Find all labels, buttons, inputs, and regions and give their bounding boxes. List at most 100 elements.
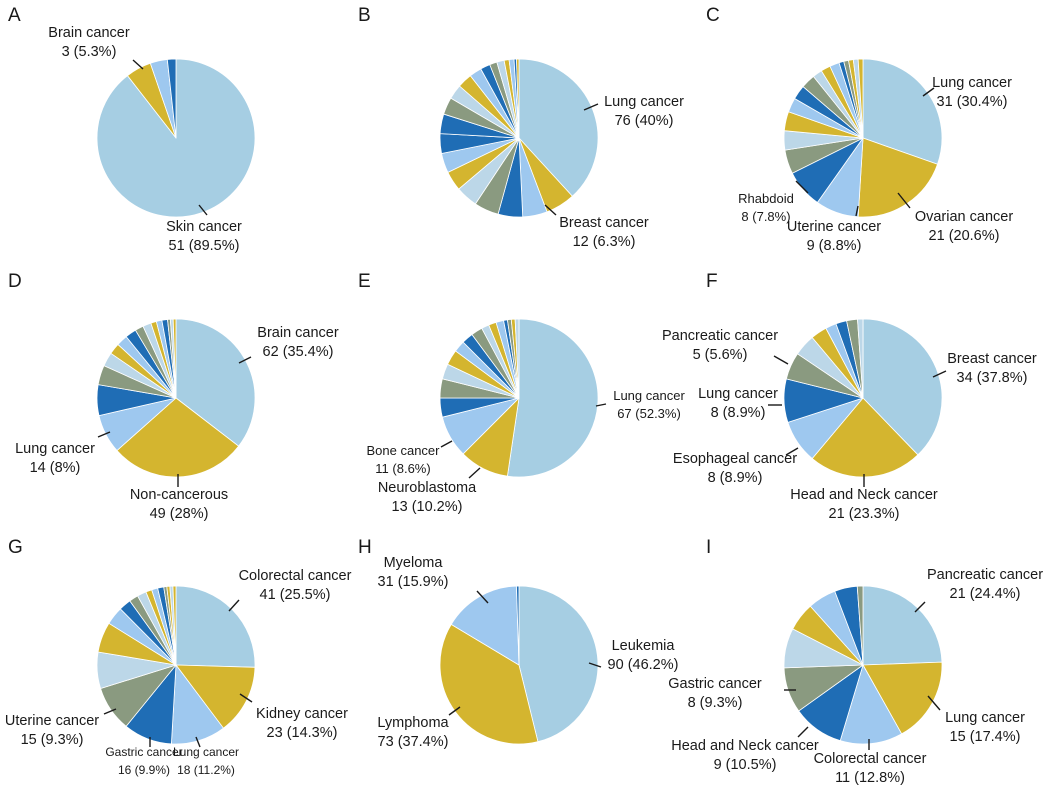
pie-slice-f-breast-cancer (862, 318, 943, 456)
label-g-colorectal-value: 41 (25.5%) (260, 587, 331, 603)
label-f-lung-name: Lung cancer (698, 386, 778, 402)
leader-i-pancreatic (914, 601, 926, 613)
label-e-lung-name: Lung cancer (613, 388, 685, 403)
label-d-noncancerous-value: 49 (28%) (150, 506, 209, 522)
label-d-lung-value: 14 (8%) (30, 460, 81, 476)
leader-b-breast (544, 204, 557, 216)
label-i-lung-value: 15 (17.4%) (950, 729, 1021, 745)
panel-e: E Lung cancer 67 (52.3%) Bone cancer 11 … (358, 271, 685, 515)
label-c-ovarian-name: Ovarian cancer (915, 209, 1013, 225)
leader-g-colorectal (228, 599, 240, 612)
label-e-neuro-name: Neuroblastoma (378, 480, 477, 496)
leader-d-brain (238, 356, 252, 364)
leader-h-myeloma (476, 590, 489, 604)
label-g-colorectal-name: Colorectal cancer (239, 568, 352, 584)
label-i-gastric-name: Gastric cancer (668, 676, 762, 692)
pie-slice-b-lung-cancer (518, 58, 599, 197)
label-g-gastric-name: Gastric cancer (105, 745, 182, 759)
label-c-lung-value: 31 (30.4%) (937, 94, 1008, 110)
label-f-breast-value: 34 (37.8%) (957, 370, 1028, 386)
pie-slice-g-colorectal-cancer (175, 585, 256, 668)
leader-i-headneck (797, 726, 809, 738)
label-c-rhabdoid-value: 8 (7.8%) (741, 209, 790, 224)
panel-d: D Brain cancer 62 (35.4%) Lung cancer 14… (8, 271, 339, 522)
label-f-breast-name: Breast cancer (947, 351, 1037, 367)
label-b-breast-value: 12 (6.3%) (573, 234, 636, 250)
panel-letter-h: H (358, 537, 372, 558)
label-h-lymphoma-value: 73 (37.4%) (378, 734, 449, 750)
label-h-leukemia-name: Leukemia (612, 638, 676, 654)
label-i-headneck-name: Head and Neck cancer (671, 738, 819, 754)
label-f-pancreatic-name: Pancreatic cancer (662, 328, 778, 344)
label-a-skin-value: 51 (89.5%) (169, 238, 240, 254)
pie-slice-e-lung-cancer (507, 318, 599, 478)
label-c-uterine-name: Uterine cancer (787, 219, 881, 235)
pie-slice-h-lymphoma (439, 624, 539, 745)
leader-b-lung (583, 103, 599, 111)
label-c-ovarian-value: 21 (20.6%) (929, 228, 1000, 244)
leader-e-lung (595, 403, 607, 407)
pie-slice-f-head-and-neck-cancer (811, 397, 919, 478)
label-g-uterine-name: Uterine cancer (5, 713, 99, 729)
leader-c-rhabdoid (795, 180, 809, 194)
label-f-headneck-value: 21 (23.3%) (829, 506, 900, 522)
label-d-brain-value: 62 (35.4%) (263, 344, 334, 360)
label-e-lung-value: 67 (52.3%) (617, 406, 681, 421)
label-i-colorectal-name: Colorectal cancer (814, 751, 927, 767)
pie-slice-f-other-10 (857, 318, 864, 399)
leader-g-lung (195, 736, 201, 748)
pie-c (783, 58, 943, 218)
pie-b (439, 58, 599, 218)
label-h-leukemia-value: 90 (46.2%) (608, 657, 679, 673)
leader-c-ovarian (897, 192, 911, 209)
label-f-lung-value: 8 (8.9%) (711, 405, 766, 421)
label-g-lung-name: Lung cancer (173, 745, 239, 759)
label-a-skin-name: Skin cancer (166, 219, 242, 235)
label-d-brain-name: Brain cancer (257, 325, 339, 341)
label-e-bone-value: 11 (8.6%) (375, 461, 430, 476)
label-i-gastric-value: 8 (9.3%) (688, 695, 743, 711)
pie-slice-b-other-20 (516, 58, 520, 139)
label-d-noncancerous-name: Non-cancerous (130, 487, 228, 503)
pie-slice-d-non-cancerous (116, 397, 240, 478)
leader-e-bone (440, 440, 453, 448)
pie-g (96, 585, 256, 745)
label-c-rhabdoid-name: Rhabdoid (738, 191, 794, 206)
label-b-lung-name: Lung cancer (604, 94, 684, 110)
pie-i (783, 585, 943, 745)
leader-f-breast (932, 370, 947, 378)
pie-slice-h-myeloma (450, 585, 520, 666)
panel-letter-d: D (8, 271, 22, 292)
panel-letter-c: C (706, 5, 720, 26)
label-g-gastric-value: 16 (9.9%) (118, 763, 170, 777)
leader-a-skin (198, 204, 208, 216)
label-f-esophageal-value: 8 (8.9%) (708, 470, 763, 486)
pie-a (96, 58, 256, 218)
panel-letter-b: B (358, 5, 371, 26)
label-a-brain-name: Brain cancer (48, 25, 130, 41)
label-c-uterine-value: 9 (8.8%) (807, 238, 862, 254)
label-h-myeloma-name: Myeloma (384, 555, 444, 571)
pie-slice-i-pancreatic-cancer (862, 585, 943, 666)
panel-letter-i: I (706, 537, 711, 558)
label-e-bone-name: Bone cancer (367, 443, 441, 458)
label-a-brain-value: 3 (5.3%) (62, 44, 117, 60)
label-e-neuro-value: 13 (10.2%) (392, 499, 463, 515)
panel-i: I Pancreatic cancer 21 (24.4%) Gastric c… (668, 537, 1043, 786)
label-h-myeloma-value: 31 (15.9%) (378, 574, 449, 590)
label-b-lung-value: 76 (40%) (615, 113, 674, 129)
pie-slice-d-other-16 (172, 318, 177, 399)
panel-g: G Colorectal cancer 41 (25.5%) Uterine c… (5, 537, 352, 777)
label-f-esophageal-name: Esophageal cancer (673, 451, 797, 467)
leader-c-lung (922, 87, 935, 97)
label-c-lung-name: Lung cancer (932, 75, 1012, 91)
panel-letter-e: E (358, 271, 371, 292)
label-i-lung-name: Lung cancer (945, 710, 1025, 726)
label-f-headneck-name: Head and Neck cancer (790, 487, 938, 503)
leader-f-esophageal (785, 447, 799, 456)
pie-slice-h-leukemia (518, 585, 599, 743)
label-g-kidney-name: Kidney cancer (256, 706, 348, 722)
label-b-breast-name: Breast cancer (559, 215, 649, 231)
label-i-pancreatic-value: 21 (24.4%) (950, 586, 1021, 602)
pie-h (439, 585, 599, 745)
